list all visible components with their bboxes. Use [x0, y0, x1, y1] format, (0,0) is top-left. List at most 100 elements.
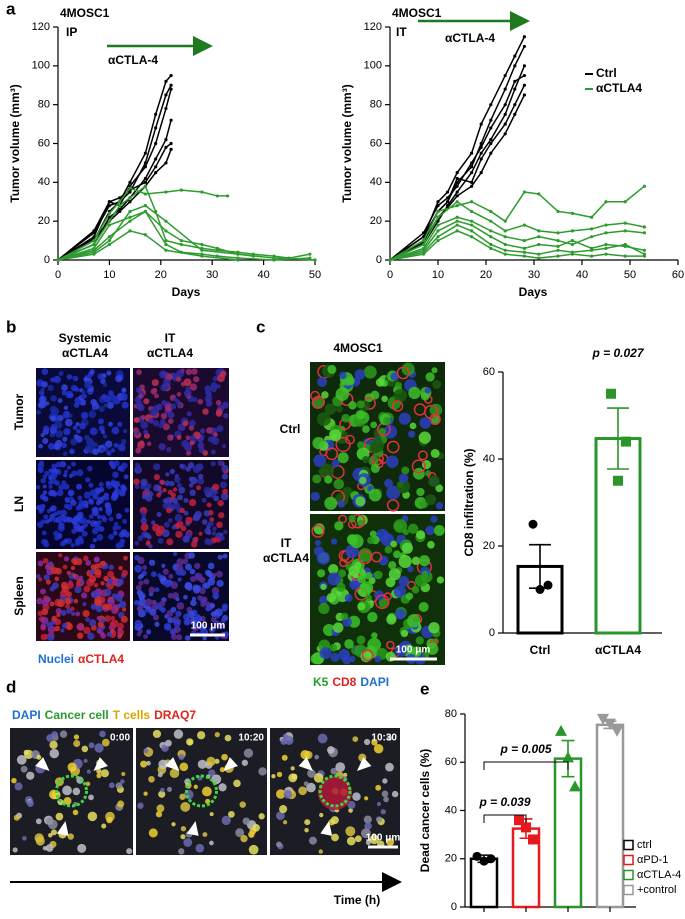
y-tick-label: 120: [32, 21, 50, 33]
cell: [172, 487, 178, 492]
cell: [122, 607, 127, 612]
cell: [89, 574, 96, 581]
cell: [115, 542, 123, 549]
cell: [108, 460, 115, 467]
cell: [171, 633, 178, 641]
curve-point: [590, 215, 594, 219]
cell: [241, 759, 249, 766]
curve-point: [556, 231, 560, 235]
y-tick-label: 20: [483, 540, 495, 552]
cell: [105, 480, 111, 486]
curve-point: [604, 200, 608, 204]
cell: [133, 478, 140, 485]
cell: [121, 401, 129, 409]
data-point: [543, 580, 553, 590]
cell: [121, 462, 128, 469]
cell: [183, 497, 189, 504]
cell: [110, 619, 119, 628]
cell: [317, 376, 328, 387]
cell: [167, 418, 174, 424]
cell: [370, 390, 380, 400]
cell: [90, 590, 99, 599]
cell: [370, 463, 380, 474]
cell: [189, 435, 195, 441]
curve-point: [642, 231, 647, 235]
cell: [172, 618, 177, 624]
y-axis-label: Tumor volume (mm³): [340, 84, 354, 202]
cell: [157, 772, 163, 778]
legend-label: αCTLA4: [596, 81, 642, 95]
data-point: [606, 388, 616, 399]
cell: [176, 434, 182, 440]
cell: [89, 619, 97, 627]
cell: [310, 653, 322, 665]
cell: [436, 576, 444, 584]
cell: [88, 742, 95, 749]
cell: [114, 487, 119, 492]
cell: [148, 828, 158, 838]
curve-point: [489, 126, 493, 130]
cell: [362, 425, 370, 433]
curve-point: [642, 248, 647, 252]
cell: [42, 437, 49, 445]
cell: [148, 586, 156, 594]
cell: [43, 574, 50, 581]
cell: [424, 404, 439, 420]
cell: [215, 533, 221, 539]
curve-point: [107, 238, 111, 243]
curve-point: [522, 73, 527, 78]
cell: [22, 836, 27, 841]
cell: [222, 444, 227, 449]
cell: [140, 484, 146, 490]
curve-point: [154, 112, 158, 116]
cell: [53, 375, 61, 384]
cell: [180, 801, 191, 812]
cell: [96, 514, 102, 520]
column-header: IT: [165, 331, 176, 345]
tumor-curve: [57, 230, 238, 261]
cell: [59, 541, 66, 547]
cell: [215, 621, 223, 629]
cell: [53, 530, 59, 537]
cell: [211, 531, 217, 536]
cell: [214, 758, 220, 764]
cell: [382, 778, 388, 784]
cell: [61, 384, 68, 391]
curve-point: [422, 242, 426, 247]
curve-point: [522, 250, 527, 254]
cell: [160, 383, 168, 392]
cell: [49, 748, 60, 759]
cell: [160, 412, 168, 420]
cell: [375, 784, 382, 791]
cancer-cell: [318, 774, 352, 808]
cell: [213, 432, 218, 437]
cell: [62, 473, 68, 478]
cell: [58, 515, 65, 522]
curve-point: [164, 79, 168, 83]
x-tick-label: 50: [309, 269, 321, 281]
cell: [432, 380, 442, 389]
cell: [184, 389, 192, 398]
cell: [163, 579, 172, 588]
cell: [159, 575, 167, 583]
cell: [134, 397, 141, 403]
cell: [41, 530, 47, 536]
cell: [220, 492, 229, 501]
cell: [215, 399, 222, 406]
cell: [190, 476, 198, 485]
cell: [63, 451, 68, 457]
cell: [370, 421, 378, 429]
cell: [83, 377, 88, 382]
curve-point: [470, 151, 474, 155]
cell: [188, 498, 197, 507]
curve-point: [455, 194, 459, 198]
cell: [40, 477, 47, 484]
p-value: p = 0.005: [499, 742, 551, 756]
cell: [170, 468, 176, 474]
cell: [35, 818, 42, 825]
cell: [330, 538, 338, 545]
cell: [81, 530, 88, 537]
cell: [75, 525, 83, 533]
cell: [95, 500, 101, 506]
cell: [76, 483, 83, 490]
